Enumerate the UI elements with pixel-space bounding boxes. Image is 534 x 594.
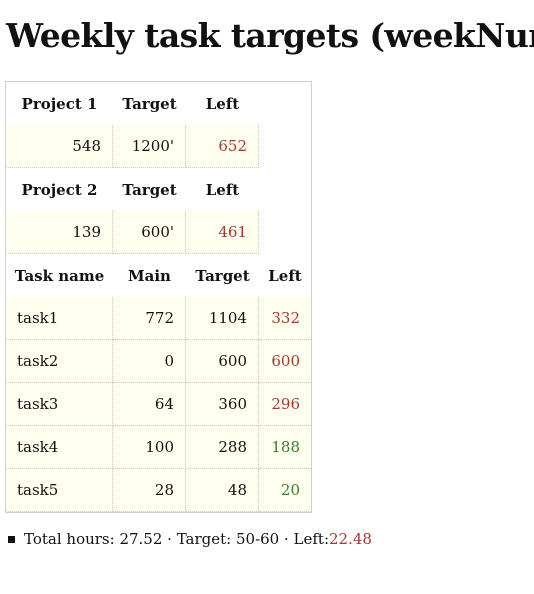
project2-left-value: 461: [186, 211, 259, 254]
task-main-cell: 772: [113, 297, 186, 340]
table-row: task3 64 360 296: [6, 383, 311, 426]
task-target-cell: 48: [186, 469, 259, 512]
page-title: Weekly task targets (weekNum): [6, 16, 534, 55]
task-left-cell: 600: [259, 340, 311, 383]
project1-values-row: 548 1200' 652: [6, 125, 311, 168]
table-row: task1 772 1104 332: [6, 297, 311, 340]
task-name-header: Task name: [6, 254, 113, 297]
empty-cell: [259, 211, 311, 254]
task-target-cell: 360: [186, 383, 259, 426]
project2-values-row: 139 600' 461: [6, 211, 311, 254]
task-main-cell: 64: [113, 383, 186, 426]
task-name-cell: task1: [6, 297, 113, 340]
targets-table: Project 1 Target Left 548 1200' 652 Proj…: [5, 81, 312, 513]
task-name-cell: task2: [6, 340, 113, 383]
task-rows: task1 772 1104 332 task2 0 600 600 task3 64 360 296…: [6, 297, 311, 512]
project1-target-header: Target: [113, 82, 186, 125]
project1-main-value: 548: [6, 125, 113, 168]
task-target-cell: 288: [186, 426, 259, 469]
project2-main-value: 139: [6, 211, 113, 254]
project2-left-header: Left: [186, 168, 259, 211]
task-main-cell: 0: [113, 340, 186, 383]
task-left-cell: 20: [259, 469, 311, 512]
empty-cell: [259, 125, 311, 168]
project2-header-row: Project 2 Target Left: [6, 168, 311, 211]
project1-header-row: Project 1 Target Left: [6, 82, 311, 125]
project2-target-value: 600': [113, 211, 186, 254]
bullet-icon: [8, 535, 15, 543]
task-name-cell: task3: [6, 383, 113, 426]
project1-target-value: 1200': [113, 125, 186, 168]
task-target-header: Target: [186, 254, 259, 297]
task-name-cell: task5: [6, 469, 113, 512]
tasks-header-row: Task name Main Target Left: [6, 254, 311, 297]
project2-header: Project 2: [6, 168, 113, 211]
summary-left-value: 22.48: [329, 530, 372, 548]
project1-left-value: 652: [186, 125, 259, 168]
task-target-cell: 1104: [186, 297, 259, 340]
table-row: task5 28 48 20: [6, 469, 311, 512]
table-row: task2 0 600 600: [6, 340, 311, 383]
summary-text: Total hours: 27.52 · Target: 50-60 · Lef…: [24, 530, 329, 548]
task-target-cell: 600: [186, 340, 259, 383]
task-main-cell: 100: [113, 426, 186, 469]
project1-left-header: Left: [186, 82, 259, 125]
task-main-header: Main: [113, 254, 186, 297]
table-row: task4 100 288 188: [6, 426, 311, 469]
task-main-cell: 28: [113, 469, 186, 512]
task-name-cell: task4: [6, 426, 113, 469]
project1-header: Project 1: [6, 82, 113, 125]
summary-line: Total hours: 27.52 · Target: 50-60 · Lef…: [8, 528, 372, 550]
task-left-header: Left: [259, 254, 311, 297]
task-left-cell: 188: [259, 426, 311, 469]
task-left-cell: 332: [259, 297, 311, 340]
project2-target-header: Target: [113, 168, 186, 211]
task-left-cell: 296: [259, 383, 311, 426]
